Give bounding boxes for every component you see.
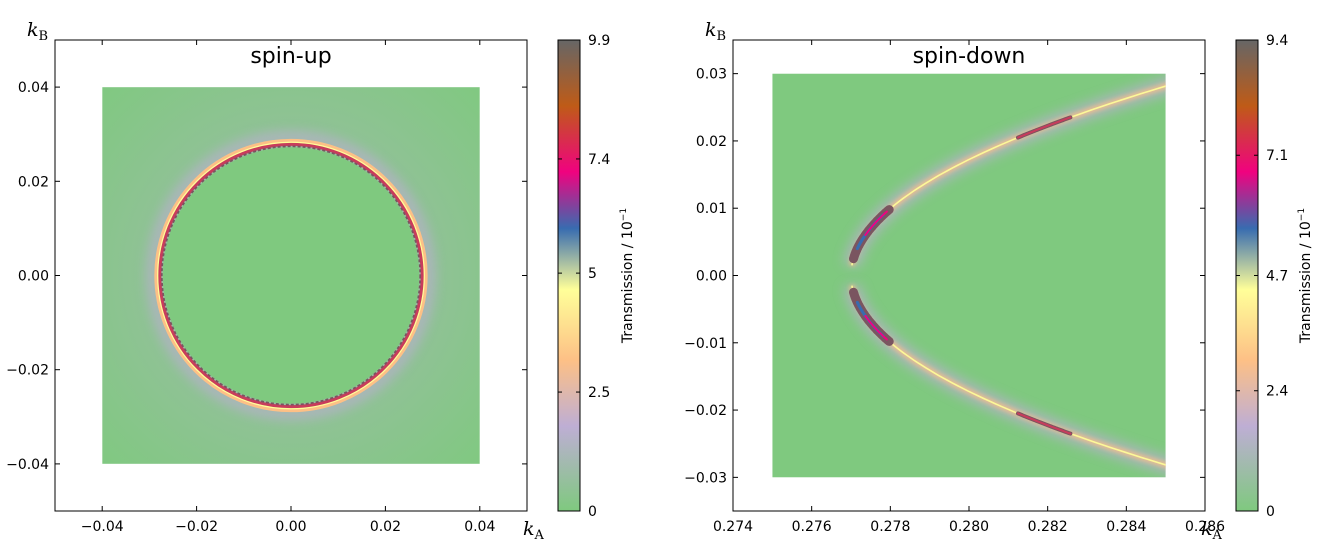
spin-down-x-label-sub: A: [1212, 528, 1223, 543]
spin-up-colorbar-label-exp: −1: [619, 208, 629, 221]
colorbar-tick-label: 2.5: [588, 385, 610, 401]
x-tick-label: 0.278: [870, 519, 910, 535]
colorbar-tick-label: 9.4: [1266, 33, 1288, 49]
y-tick-label: −0.04: [6, 457, 49, 473]
y-tick-label: −0.01: [684, 336, 727, 352]
ring-interior: [162, 147, 420, 404]
y-tick-label: −0.02: [684, 403, 727, 419]
spin-up-panel: −0.04 −0.02 0.00 0.02 0.04 −0.04 −0.02 0.00 0.02…: [6, 19, 636, 543]
spin-up-ticks: −0.04 −0.02 0.00 0.02 0.04 −0.04 −0.02 0.00 0.02…: [6, 40, 527, 535]
y-tick-label: −0.03: [684, 470, 727, 486]
x-tick-label: 0.282: [1028, 519, 1068, 535]
y-tick-label: 0.00: [18, 269, 49, 285]
spin-up-y-label-main: k: [27, 19, 39, 41]
spin-down-y-label-sub: B: [717, 29, 727, 44]
colorbar-gradient: [557, 39, 581, 512]
spin-up-y-label-sub: B: [39, 29, 49, 44]
spin-down-ticks: 0.274 0.276 0.278 0.280 0.282 0.284 0.286 −0.03…: [684, 40, 1225, 535]
y-tick-label: 0.03: [696, 67, 727, 83]
colorbar-tick-label: 2.4: [1266, 384, 1288, 400]
y-tick-label: −0.02: [6, 363, 49, 379]
ring-glow: [147, 132, 435, 419]
spin-down-x-axis-label: kA: [1201, 518, 1223, 543]
spin-up-data-region: [102, 87, 480, 464]
spin-down-data-region: [772, 73, 1166, 478]
x-tick-label: 0.00: [275, 519, 306, 535]
x-tick-label: −0.04: [81, 519, 124, 535]
spin-down-y-label-main: k: [705, 19, 717, 41]
y-tick-label: 0.02: [18, 174, 49, 190]
spin-down-x-label-main: k: [1201, 518, 1213, 540]
colorbar-tick-label: 4.7: [1266, 269, 1288, 285]
branch-upper-hot-pink: [864, 210, 888, 237]
x-tick-label: 0.04: [464, 519, 495, 535]
spin-up-colorbar-label: Transmission / 10−1: [619, 208, 636, 344]
spin-up-colorbar-label-main: Transmission / 10: [620, 221, 636, 344]
x-tick-label: 0.280: [949, 519, 989, 535]
ring-core: [158, 142, 424, 409]
spin-down-colorbar: 0 2.4 4.7 7.1 9.4: [1235, 33, 1288, 520]
branch-lower-hot-pink: [864, 314, 888, 341]
ring-yellow: [157, 141, 425, 410]
spin-down-panel: 0.274 0.276 0.278 0.280 0.282 0.284 0.286 −0.03…: [684, 19, 1314, 543]
spin-up-heatmap: [102, 87, 480, 464]
colorbar-tick-label: 0: [588, 504, 597, 520]
colorbar-tick-label: 7.4: [588, 152, 610, 168]
spin-down-colorbar-label-main: Transmission / 10: [1298, 221, 1314, 344]
y-tick-label: 0.00: [696, 269, 727, 285]
y-tick-label: 0.01: [696, 201, 727, 217]
colorbar-tick-label: 7.1: [1266, 148, 1288, 164]
spin-up-colorbar: 0 2.5 5 7.4 9.9: [557, 33, 610, 520]
branch-upper-streak-core: [1017, 116, 1072, 139]
spin-up-x-label-sub: A: [534, 528, 545, 543]
spin-down-y-axis-label: kB: [705, 19, 726, 44]
spin-down-heatmap: [772, 73, 1166, 478]
x-tick-label: 0.284: [1106, 519, 1146, 535]
heatmap-background: [772, 73, 1166, 478]
spin-down-title: spin-down: [913, 44, 1026, 69]
spin-up-x-axis-label: kA: [523, 518, 545, 543]
ring-inner-edge: [160, 145, 422, 406]
spin-up-title: spin-up: [250, 44, 331, 69]
branch-lower-streak-core: [1017, 412, 1072, 435]
ring-outer: [154, 138, 428, 413]
colorbar-tick-label: 9.9: [588, 33, 610, 49]
x-tick-label: 0.286: [1185, 519, 1225, 535]
colorbar-tick-label: 5: [588, 266, 597, 282]
spin-up-x-label-main: k: [523, 518, 535, 540]
x-tick-label: −0.02: [175, 519, 218, 535]
spin-up-y-axis-label: kB: [27, 19, 48, 44]
y-tick-label: 0.04: [18, 80, 49, 96]
spin-down-colorbar-label-exp: −1: [1297, 208, 1307, 221]
x-tick-label: 0.02: [370, 519, 401, 535]
x-tick-label: 0.276: [792, 519, 832, 535]
spin-down-colorbar-label: Transmission / 10−1: [1297, 208, 1314, 344]
y-tick-label: 0.02: [696, 134, 727, 150]
x-tick-label: 0.274: [713, 519, 753, 535]
colorbar-tick-label: 0: [1266, 504, 1275, 520]
